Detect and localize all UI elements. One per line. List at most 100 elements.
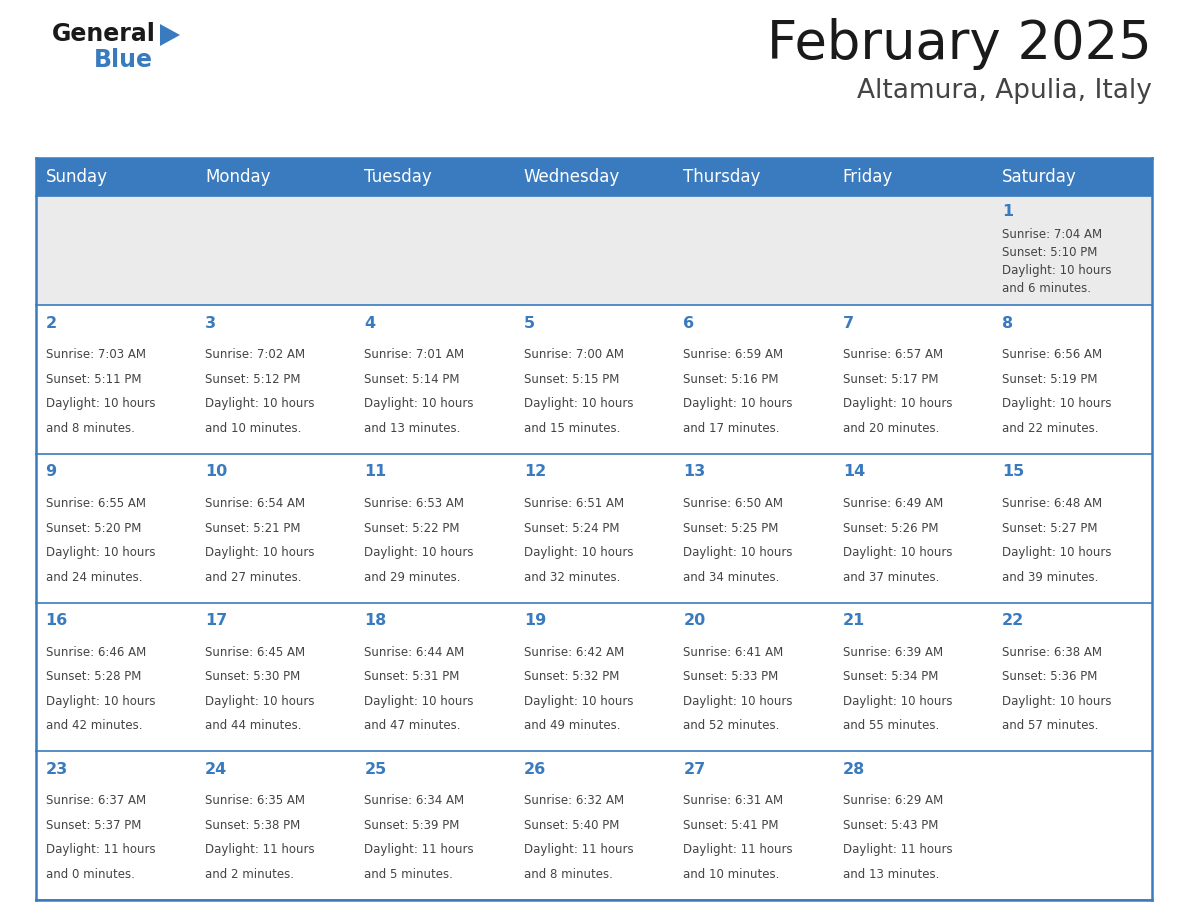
Text: Daylight: 10 hours: Daylight: 10 hours (842, 546, 953, 559)
Text: Tuesday: Tuesday (365, 168, 432, 186)
Text: Sunrise: 6:46 AM: Sunrise: 6:46 AM (45, 645, 146, 659)
Bar (674, 158, 833, 196)
Text: Sunrise: 6:51 AM: Sunrise: 6:51 AM (524, 497, 624, 510)
Bar (992, 751, 1152, 900)
Text: Daylight: 10 hours: Daylight: 10 hours (683, 546, 792, 559)
Text: 5: 5 (524, 316, 535, 330)
Text: Sunset: 5:39 PM: Sunset: 5:39 PM (365, 819, 460, 832)
Text: Daylight: 10 hours: Daylight: 10 hours (1003, 546, 1112, 559)
Text: Daylight: 10 hours: Daylight: 10 hours (45, 695, 156, 708)
Bar (674, 196, 833, 305)
Bar (674, 453, 833, 602)
Bar (36, 602, 196, 751)
Text: Sunrise: 6:54 AM: Sunrise: 6:54 AM (206, 497, 305, 510)
Bar (36, 196, 196, 305)
Polygon shape (160, 24, 181, 46)
Text: Sunrise: 6:56 AM: Sunrise: 6:56 AM (1003, 348, 1102, 362)
Bar (992, 158, 1152, 196)
Text: Daylight: 10 hours: Daylight: 10 hours (365, 695, 474, 708)
Text: 20: 20 (683, 613, 706, 628)
Text: Sunrise: 6:49 AM: Sunrise: 6:49 AM (842, 497, 943, 510)
Text: and 20 minutes.: and 20 minutes. (842, 422, 939, 435)
Text: Sunset: 5:14 PM: Sunset: 5:14 PM (365, 373, 460, 386)
Text: Sunrise: 6:41 AM: Sunrise: 6:41 AM (683, 645, 784, 659)
Text: and 0 minutes.: and 0 minutes. (45, 868, 134, 881)
Text: 16: 16 (45, 613, 68, 628)
Text: 2: 2 (45, 316, 57, 330)
Text: Sunset: 5:31 PM: Sunset: 5:31 PM (365, 670, 460, 683)
Text: Sunrise: 6:45 AM: Sunrise: 6:45 AM (206, 645, 305, 659)
Text: 4: 4 (365, 316, 375, 330)
Bar (355, 602, 514, 751)
Text: Sunset: 5:17 PM: Sunset: 5:17 PM (842, 373, 939, 386)
Text: Daylight: 11 hours: Daylight: 11 hours (842, 844, 953, 856)
Text: Sunset: 5:40 PM: Sunset: 5:40 PM (524, 819, 619, 832)
Text: Sunset: 5:36 PM: Sunset: 5:36 PM (1003, 670, 1098, 683)
Text: Sunrise: 6:48 AM: Sunrise: 6:48 AM (1003, 497, 1102, 510)
Text: and 39 minutes.: and 39 minutes. (1003, 571, 1099, 584)
Text: Sunset: 5:38 PM: Sunset: 5:38 PM (206, 819, 301, 832)
Text: Sunset: 5:15 PM: Sunset: 5:15 PM (524, 373, 619, 386)
Text: Sunrise: 7:04 AM: Sunrise: 7:04 AM (1003, 228, 1102, 241)
Text: Wednesday: Wednesday (524, 168, 620, 186)
Bar (674, 751, 833, 900)
Text: Daylight: 10 hours: Daylight: 10 hours (1003, 397, 1112, 410)
Bar (196, 751, 355, 900)
Bar (355, 158, 514, 196)
Text: 1: 1 (1003, 204, 1013, 218)
Text: and 5 minutes.: and 5 minutes. (365, 868, 454, 881)
Text: and 8 minutes.: and 8 minutes. (524, 868, 613, 881)
Text: Sunset: 5:11 PM: Sunset: 5:11 PM (45, 373, 141, 386)
Bar (514, 453, 674, 602)
Bar (514, 158, 674, 196)
Text: Daylight: 10 hours: Daylight: 10 hours (524, 397, 633, 410)
Text: February 2025: February 2025 (767, 18, 1152, 70)
Text: Sunrise: 6:32 AM: Sunrise: 6:32 AM (524, 794, 624, 808)
Text: and 57 minutes.: and 57 minutes. (1003, 720, 1099, 733)
Text: and 2 minutes.: and 2 minutes. (206, 868, 293, 881)
Text: and 15 minutes.: and 15 minutes. (524, 422, 620, 435)
Bar (992, 305, 1152, 453)
Bar (355, 305, 514, 453)
Text: Saturday: Saturday (1003, 168, 1076, 186)
Text: Sunset: 5:28 PM: Sunset: 5:28 PM (45, 670, 141, 683)
Text: Sunset: 5:43 PM: Sunset: 5:43 PM (842, 819, 939, 832)
Text: Sunrise: 6:42 AM: Sunrise: 6:42 AM (524, 645, 624, 659)
Bar (36, 453, 196, 602)
Text: Daylight: 10 hours: Daylight: 10 hours (206, 546, 315, 559)
Text: Daylight: 10 hours: Daylight: 10 hours (1003, 695, 1112, 708)
Bar (196, 196, 355, 305)
Text: Daylight: 10 hours: Daylight: 10 hours (683, 695, 792, 708)
Bar (36, 158, 196, 196)
Text: Sunrise: 7:00 AM: Sunrise: 7:00 AM (524, 348, 624, 362)
Text: Sunset: 5:16 PM: Sunset: 5:16 PM (683, 373, 779, 386)
Text: and 22 minutes.: and 22 minutes. (1003, 422, 1099, 435)
Text: Sunset: 5:25 PM: Sunset: 5:25 PM (683, 521, 778, 534)
Text: Monday: Monday (206, 168, 271, 186)
Bar (196, 305, 355, 453)
Bar (992, 196, 1152, 305)
Bar (833, 305, 992, 453)
Text: and 52 minutes.: and 52 minutes. (683, 720, 779, 733)
Text: and 13 minutes.: and 13 minutes. (365, 422, 461, 435)
Text: Daylight: 10 hours: Daylight: 10 hours (1003, 263, 1112, 276)
Text: Daylight: 11 hours: Daylight: 11 hours (45, 844, 156, 856)
Text: Sunset: 5:20 PM: Sunset: 5:20 PM (45, 521, 141, 534)
Bar (674, 305, 833, 453)
Bar (196, 158, 355, 196)
Text: and 29 minutes.: and 29 minutes. (365, 571, 461, 584)
Text: Sunrise: 6:50 AM: Sunrise: 6:50 AM (683, 497, 783, 510)
Text: Sunset: 5:27 PM: Sunset: 5:27 PM (1003, 521, 1098, 534)
Text: Daylight: 11 hours: Daylight: 11 hours (365, 844, 474, 856)
Text: Sunset: 5:30 PM: Sunset: 5:30 PM (206, 670, 301, 683)
Text: and 55 minutes.: and 55 minutes. (842, 720, 939, 733)
Bar (833, 158, 992, 196)
Text: Friday: Friday (842, 168, 893, 186)
Bar (833, 751, 992, 900)
Text: Thursday: Thursday (683, 168, 760, 186)
Text: Daylight: 10 hours: Daylight: 10 hours (842, 397, 953, 410)
Text: Sunrise: 6:38 AM: Sunrise: 6:38 AM (1003, 645, 1102, 659)
Text: Sunrise: 6:39 AM: Sunrise: 6:39 AM (842, 645, 943, 659)
Text: 26: 26 (524, 762, 546, 777)
Text: Daylight: 10 hours: Daylight: 10 hours (365, 546, 474, 559)
